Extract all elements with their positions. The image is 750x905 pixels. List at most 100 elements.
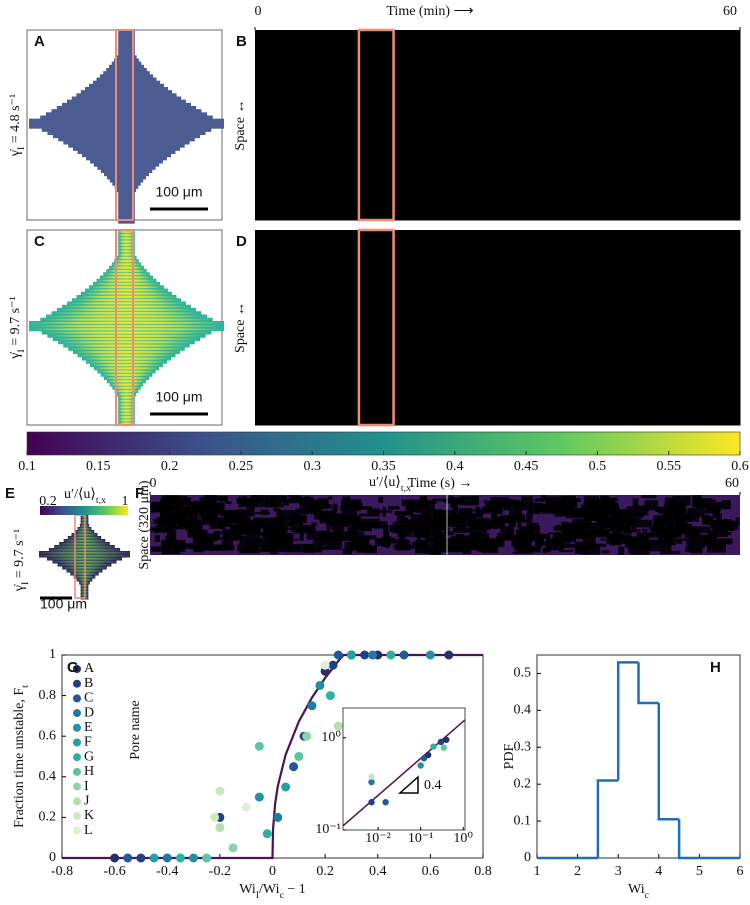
heat-cell xyxy=(358,392,395,426)
kymo-patch xyxy=(658,533,676,546)
heat-cell xyxy=(705,61,741,94)
kymo-patch xyxy=(475,514,483,518)
pore-row xyxy=(118,408,135,413)
kymo-patch xyxy=(237,544,241,551)
pore-row xyxy=(29,125,224,129)
kymo-patch xyxy=(279,498,290,503)
kymo-patch xyxy=(716,501,723,505)
y-tick-label: 0.4 xyxy=(514,703,532,718)
pore-row xyxy=(111,262,142,267)
heat-cell xyxy=(670,125,706,158)
kymo-patch xyxy=(567,508,584,518)
pore-row xyxy=(114,259,139,263)
point xyxy=(289,762,299,772)
heat-cell xyxy=(289,262,325,296)
hist-step xyxy=(677,819,700,860)
kymo-patch xyxy=(446,531,454,536)
kymo-patch xyxy=(410,514,423,525)
kymo-patch xyxy=(229,509,244,513)
heat-cell xyxy=(462,125,498,158)
kymo-patch xyxy=(337,531,356,542)
point xyxy=(215,786,225,796)
x-label: Wic xyxy=(628,882,650,901)
heat-cell xyxy=(462,295,498,328)
kymo-patch xyxy=(427,543,440,552)
kymo-patch xyxy=(599,505,620,513)
kymo-patch xyxy=(664,514,668,520)
kymo-patch xyxy=(632,523,637,532)
colorbar-tick-label: 0.35 xyxy=(371,459,396,474)
heat-cell xyxy=(497,125,533,158)
pore-row xyxy=(41,128,212,132)
kymo-patch xyxy=(397,526,403,538)
kymo-patch xyxy=(332,505,337,512)
pore-row xyxy=(40,317,213,322)
hist-step xyxy=(657,702,680,821)
point xyxy=(444,650,454,660)
kymo-patch xyxy=(658,508,680,514)
heat-cell xyxy=(462,327,498,361)
heat-cell xyxy=(601,360,637,393)
kymo-patch xyxy=(517,519,522,529)
kymo-patch xyxy=(527,509,541,515)
kymo-patch xyxy=(340,515,355,527)
heat-cell xyxy=(705,360,741,393)
y-label: Fraction time unstable, Ft xyxy=(12,685,31,828)
kymo-patch xyxy=(265,521,284,532)
heat-cell xyxy=(636,93,672,126)
kymo-patch xyxy=(673,515,688,518)
kymo-patch xyxy=(341,499,361,507)
pore-row xyxy=(116,256,137,260)
pore-row xyxy=(76,93,177,97)
kymo-patch xyxy=(479,538,497,548)
kymo-patch xyxy=(676,538,683,544)
kymo-patch xyxy=(613,531,618,541)
heat-cell xyxy=(358,295,395,328)
x-tick-label: 60 xyxy=(725,476,739,491)
kymo-patch xyxy=(464,535,475,547)
kymo-patch xyxy=(687,509,705,517)
kymo-patch xyxy=(526,512,533,521)
heat-cell xyxy=(358,262,395,296)
kymo-patch xyxy=(347,526,354,535)
legend-label: A xyxy=(84,661,95,676)
heat-cell xyxy=(324,93,360,126)
heat-cell xyxy=(428,61,464,94)
pore-row xyxy=(103,172,150,177)
heat-cell xyxy=(601,262,637,296)
kymo-patch xyxy=(317,498,329,509)
heat-cell xyxy=(428,93,464,126)
kymo-patch xyxy=(473,535,483,545)
kymo-patch xyxy=(157,516,173,527)
pore-row xyxy=(103,376,150,380)
heat-cell xyxy=(636,360,672,393)
pore-row xyxy=(118,220,135,224)
kymo-patch xyxy=(581,544,601,555)
heat-cell xyxy=(601,327,637,361)
inset-point xyxy=(430,743,437,750)
y-tick-label: 0.1 xyxy=(514,813,532,828)
heat-cell xyxy=(324,327,360,361)
kymo-patch xyxy=(516,529,534,541)
inset-point xyxy=(417,762,424,769)
kymo-patch xyxy=(418,516,436,529)
heat-cell xyxy=(428,156,464,189)
heat-cell xyxy=(670,188,706,221)
heat-cell xyxy=(428,262,464,296)
heat-cell xyxy=(566,230,602,263)
y-label: Space (320 μm) xyxy=(137,480,152,569)
kymo-patch xyxy=(237,497,251,504)
kymo-patch xyxy=(412,541,428,546)
point xyxy=(333,650,343,660)
panel-label: A xyxy=(34,33,45,50)
kymo-patch xyxy=(489,501,501,505)
pore-row xyxy=(97,166,156,170)
kymo-patch xyxy=(642,540,663,552)
pore-row xyxy=(118,194,135,199)
kymo-patch xyxy=(631,519,653,528)
heat-cell xyxy=(636,61,672,94)
heat-cell xyxy=(462,93,498,126)
kymo-patch xyxy=(551,509,568,514)
heat-cell xyxy=(324,125,360,158)
point xyxy=(123,853,133,863)
